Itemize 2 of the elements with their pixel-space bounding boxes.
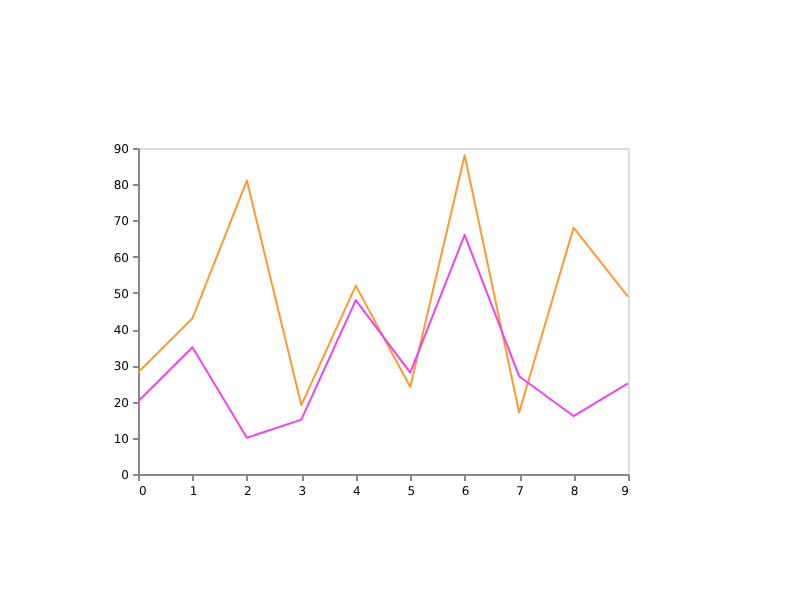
line-series — [137, 154, 629, 414]
line-series — [137, 233, 629, 439]
